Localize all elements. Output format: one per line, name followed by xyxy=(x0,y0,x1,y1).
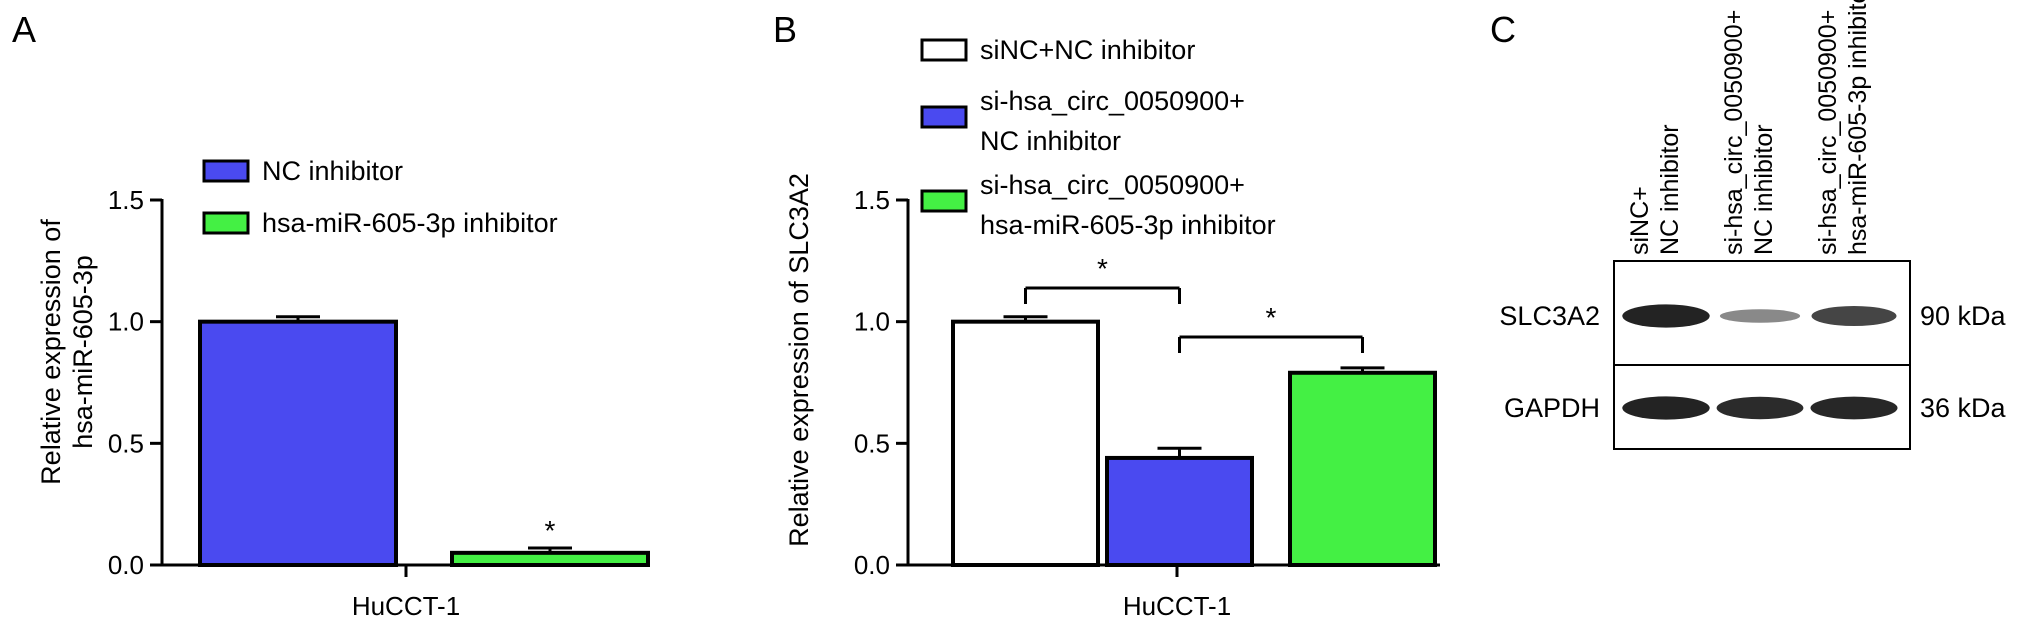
chart-a-y-label-line: hsa-miR-605-3p xyxy=(68,255,98,449)
panel-label-c: C xyxy=(1490,9,1516,50)
significance-marker: * xyxy=(545,515,556,546)
legend-label: si-hsa_circ_0050900+ xyxy=(980,170,1245,200)
chart-a: NC inhibitor hsa-miR-605-3p inhibitor Rel… xyxy=(36,156,650,621)
chart-a-y-tick-label: 1.0 xyxy=(108,307,144,337)
chart-a-bar xyxy=(450,550,650,567)
protein-label: SLC3A2 xyxy=(1499,301,1600,331)
legend-label: hsa-miR-605-3p inhibitor xyxy=(262,208,558,238)
lane-label-line: si-hsa_circ_0050900+ xyxy=(1720,10,1748,255)
chart-a-y-tick-label: 0.5 xyxy=(108,428,144,458)
lane-label-line: NC inhibitor xyxy=(1656,124,1684,255)
lane-label-line: siNC+ xyxy=(1626,186,1654,255)
chart-b-legend: siNC+NC inhibitor si-hsa_circ_0050900+ NC … xyxy=(920,35,1276,240)
protein-label: GAPDH xyxy=(1504,393,1600,423)
lane-label-line: NC inhibitor xyxy=(1750,124,1778,255)
chart-b-bars xyxy=(951,315,1437,567)
legend-label: NC inhibitor xyxy=(980,126,1121,156)
chart-a-y-label: Relative expression ofhsa-miR-605-3p xyxy=(36,219,98,485)
significance-marker: * xyxy=(1097,253,1108,284)
chart-b-x-label: HuCCT-1 xyxy=(1123,591,1231,621)
chart-a-y-tick-label: 0.0 xyxy=(108,550,144,580)
panel-label-b: B xyxy=(773,9,797,50)
legend-swatch xyxy=(920,189,968,213)
blot-band xyxy=(1716,396,1804,420)
legend-label: NC inhibitor xyxy=(262,156,403,186)
chart-b-y-tick-label: 1.5 xyxy=(854,185,890,215)
chart-b-bar xyxy=(1105,455,1254,567)
legend-swatch xyxy=(920,105,968,129)
lane-label-line: si-hsa_circ_0050900+ xyxy=(1814,10,1842,255)
chart-b-y-tick-label: 0.0 xyxy=(854,550,890,580)
lane-label: siNC+NC inhibitor xyxy=(1626,124,1684,255)
chart-a-y-tick-label: 1.5 xyxy=(108,185,144,215)
blot-band xyxy=(1810,396,1898,420)
legend-swatch xyxy=(920,38,968,62)
lane-label-line: hsa-miR-605-3p inhibitor xyxy=(1844,0,1872,255)
lane-label: si-hsa_circ_0050900+NC inhibitor xyxy=(1720,10,1778,255)
chart-a-legend: NC inhibitor hsa-miR-605-3p inhibitor xyxy=(202,156,558,238)
legend-swatch xyxy=(202,211,250,235)
lane-label: si-hsa_circ_0050900+hsa-miR-605-3p inhib… xyxy=(1814,0,1872,255)
chart-b-y-label: Relative expression of SLC3A2 xyxy=(784,173,814,547)
chart-a-y-label-line: Relative expression of xyxy=(36,219,66,485)
chart-b-y-axis: Relative expression of SLC3A2 0.0 0.5 1.0 1.… xyxy=(784,173,1440,621)
legend-label: hsa-miR-605-3p inhibitor xyxy=(980,210,1276,240)
blot-band xyxy=(1622,396,1710,420)
molecular-weight-label: 90 kDa xyxy=(1920,301,2007,331)
blot-band xyxy=(1719,309,1801,323)
chart-b-comparisons: ** xyxy=(1024,253,1364,353)
legend-swatch xyxy=(202,159,250,183)
chart-b-y-tick-label: 0.5 xyxy=(854,428,890,458)
significance-marker: * xyxy=(1266,302,1277,333)
blot-band xyxy=(1622,304,1710,328)
chart-b-bar xyxy=(1288,370,1437,567)
chart-a-x-label: HuCCT-1 xyxy=(352,591,460,621)
molecular-weight-label: 36 kDa xyxy=(1920,393,2007,423)
chart-a-bars: * xyxy=(198,315,650,567)
legend-label: siNC+NC inhibitor xyxy=(980,35,1195,65)
chart-b-bar xyxy=(951,319,1100,567)
panel-label-a: A xyxy=(12,9,36,50)
chart-a-bar xyxy=(198,319,398,567)
blot-band xyxy=(1811,306,1897,326)
legend-label: si-hsa_circ_0050900+ xyxy=(980,86,1245,116)
chart-b-y-tick-label: 1.0 xyxy=(854,307,890,337)
chart-b: siNC+NC inhibitor si-hsa_circ_0050900+ NC … xyxy=(784,35,1440,621)
chart-a-y-axis: Relative expression ofhsa-miR-605-3p 0.0 0… xyxy=(36,185,650,621)
western-blot: siNC+NC inhibitor si-hsa_circ_0050900+NC … xyxy=(1499,0,2007,450)
